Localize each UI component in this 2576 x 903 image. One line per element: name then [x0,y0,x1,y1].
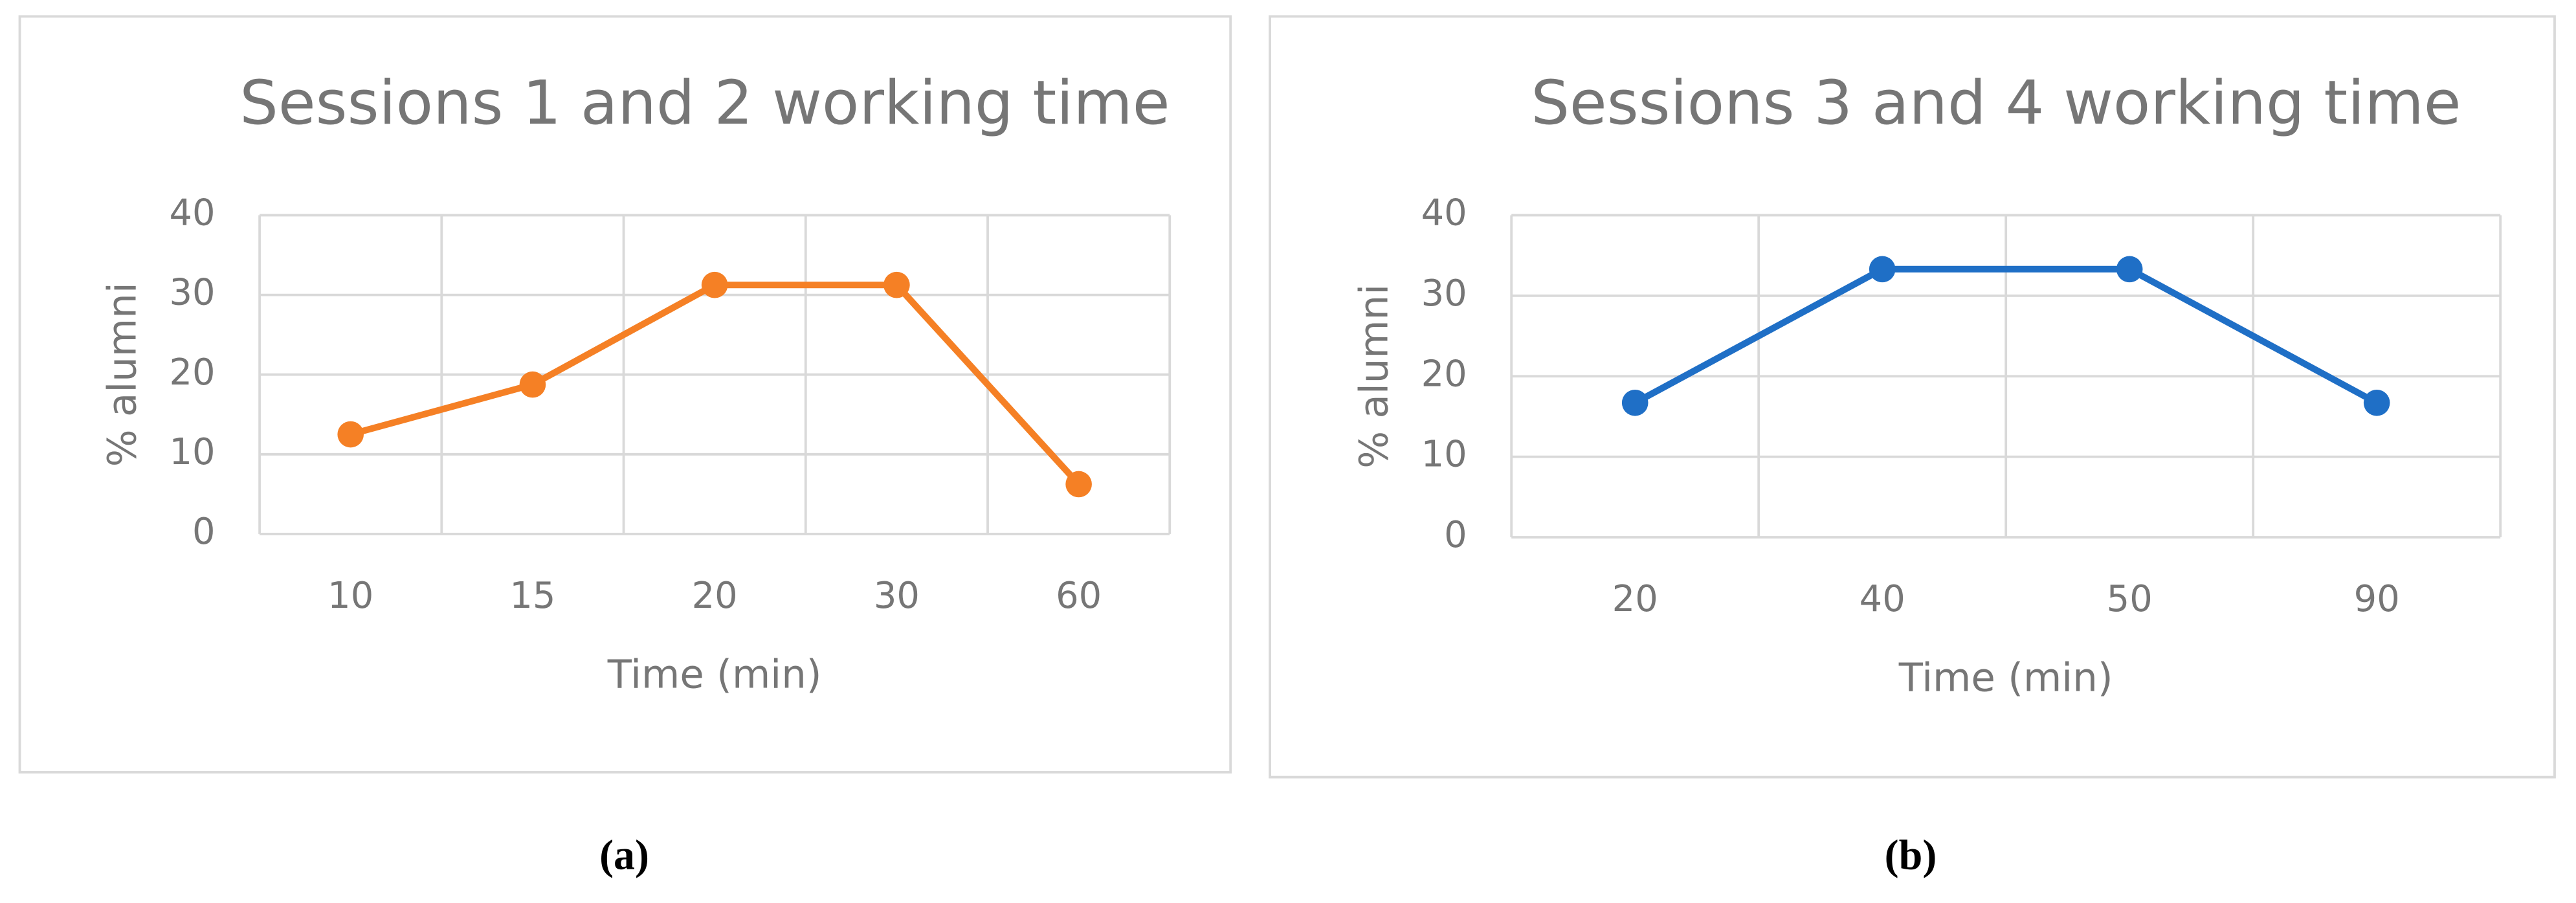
x-tick-label: 60 [1056,575,1102,617]
point [1065,471,1092,498]
x-tick-label: 10 [328,575,373,617]
caption: (a) [599,832,649,879]
y-tick-label: 40 [170,192,216,234]
y-tick-label: 20 [170,351,216,394]
chart-title: Sessions 1 and 2 working time [239,68,1170,139]
y-tick-label: 0 [1444,514,1467,556]
y-axis-title: % alumni [1351,284,1397,469]
x-tick-label: 50 [2107,578,2153,620]
x-tick-label: 20 [1612,578,1658,620]
point [1869,256,1896,283]
x-tick-label: 20 [692,575,738,617]
caption: (b) [1885,832,1937,879]
y-tick-label: 0 [192,511,216,553]
x-tick-label: 90 [2354,578,2400,620]
x-tick-label: 30 [874,575,920,617]
y-tick-label: 10 [170,431,216,473]
chart-title: Sessions 3 and 4 working time [1531,68,2461,139]
point [1621,389,1649,416]
point [883,271,910,298]
point [519,371,546,398]
point [337,421,364,448]
point [2363,389,2390,416]
line [1633,265,2379,406]
y-tick-label: 30 [1421,273,1467,315]
y-tick-label: 30 [170,272,216,314]
y-axis-title: % alumni [100,282,146,467]
x-axis-title: Time (min) [607,651,822,697]
y-tick-label: 40 [1421,192,1467,234]
chart-frame [1269,15,2556,779]
y-tick-label: 20 [1421,353,1467,395]
y-tick-label: 10 [1421,434,1467,476]
x-tick-label: 40 [1860,578,1905,620]
x-axis-title: Time (min) [1898,654,2113,700]
chart-frame [18,15,1232,774]
point [701,271,728,298]
point [2116,256,2143,283]
x-tick-label: 15 [509,575,555,617]
